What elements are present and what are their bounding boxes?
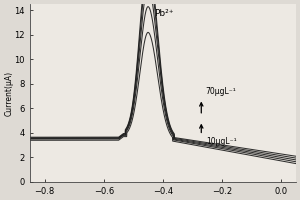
Text: 10μgL⁻¹: 10μgL⁻¹ <box>206 137 236 146</box>
Text: 70μgL⁻¹: 70μgL⁻¹ <box>206 87 236 96</box>
Text: Pb²⁺: Pb²⁺ <box>154 9 173 18</box>
Y-axis label: Current(μA): Current(μA) <box>4 71 13 116</box>
